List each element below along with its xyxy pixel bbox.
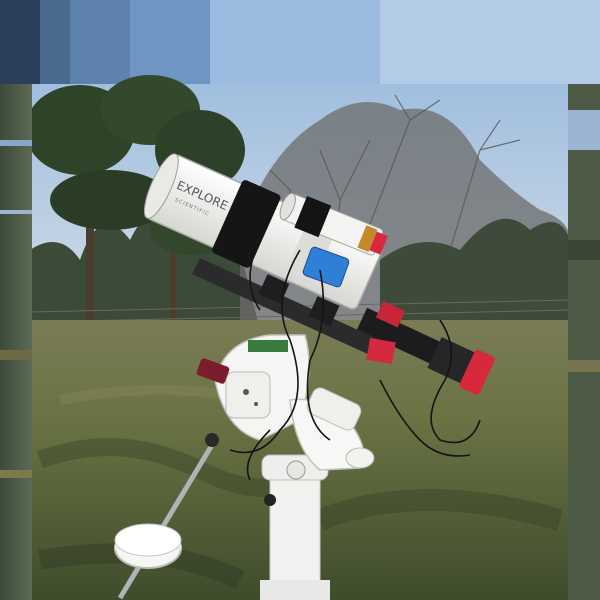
red-knob-left bbox=[196, 358, 230, 384]
cables bbox=[229, 239, 481, 481]
right-edge-streaks bbox=[568, 84, 600, 600]
counterweight-shaft bbox=[114, 438, 218, 600]
blue-controller-box bbox=[302, 246, 350, 288]
camera-train bbox=[356, 301, 495, 395]
equatorial-mount bbox=[205, 334, 375, 506]
top-edge-streaks bbox=[0, 0, 600, 84]
red-knob bbox=[366, 337, 396, 365]
guide-scope bbox=[279, 192, 388, 256]
left-edge-streaks bbox=[0, 84, 32, 600]
dovetail-bar bbox=[192, 258, 380, 356]
mount-pier bbox=[260, 454, 330, 600]
